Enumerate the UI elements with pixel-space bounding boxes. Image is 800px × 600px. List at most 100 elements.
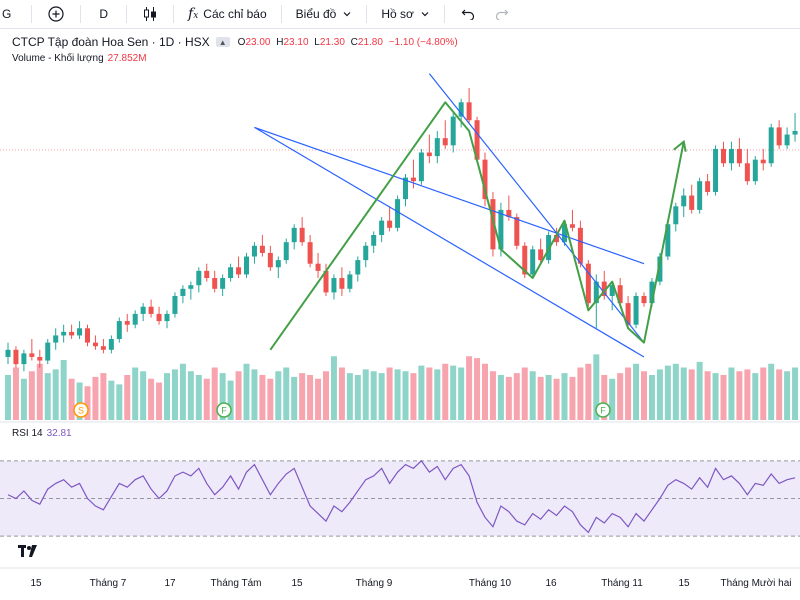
volume-bar xyxy=(338,367,345,420)
rsi-line xyxy=(7,459,796,534)
indicators-button[interactable]: fx Các chỉ báo xyxy=(180,0,275,28)
volume-bar xyxy=(84,386,91,420)
volume-bar xyxy=(641,371,647,420)
volume-bar xyxy=(585,363,592,420)
legend-collapse-button[interactable]: ▲ xyxy=(215,37,230,47)
x-axis-tick-label: Tháng Tám xyxy=(210,578,262,589)
candle-body xyxy=(124,321,130,325)
toolbar-divider xyxy=(366,5,368,23)
volume-bar xyxy=(124,375,131,420)
undo-button[interactable] xyxy=(451,0,485,28)
interval-button[interactable]: D xyxy=(87,0,120,28)
symbol-title: CTCP Tập đoàn Hoa Sen · 1D · HSX xyxy=(12,35,210,49)
x-axis-tick-label: 15 xyxy=(291,578,303,589)
event-marker-label: F xyxy=(221,406,227,416)
volume-bar xyxy=(537,376,544,420)
volume-bar xyxy=(259,375,266,420)
volume-bar xyxy=(203,378,210,420)
candle-body xyxy=(315,263,321,271)
x-axis-tick-label: 17 xyxy=(164,578,176,589)
low-key: L xyxy=(314,36,320,48)
volume-bar xyxy=(92,376,99,420)
candle-body xyxy=(53,335,59,343)
volume-bar xyxy=(402,371,409,420)
chevron-up-icon: ▲ xyxy=(218,37,227,47)
layout-label: Biểu đồ xyxy=(295,7,337,21)
volume-value: 27.852M xyxy=(107,53,147,64)
candle-body xyxy=(275,260,281,268)
fx-icon: fx xyxy=(188,6,199,22)
candle-body xyxy=(434,138,440,157)
candle-body xyxy=(514,217,520,246)
candle-body xyxy=(530,249,536,275)
volume-bar xyxy=(561,373,568,420)
candle-body xyxy=(721,148,726,164)
volume-bar xyxy=(275,371,282,420)
volume-bar xyxy=(720,375,727,420)
volume-bar xyxy=(505,376,512,420)
candle-body xyxy=(259,245,265,253)
profile-menu-button[interactable]: Hồ sơ xyxy=(373,0,438,28)
event-marker-label: F xyxy=(600,406,606,416)
close-value: 21.80 xyxy=(357,36,383,48)
candle-body xyxy=(506,209,512,218)
candles-icon xyxy=(144,7,157,21)
redo-button[interactable] xyxy=(485,0,519,28)
toolbar-divider xyxy=(80,5,82,23)
add-symbol-button[interactable] xyxy=(38,0,74,28)
volume-bar xyxy=(545,375,552,420)
volume-bar xyxy=(450,365,457,420)
volume-label: Volume - Khối lượng xyxy=(12,53,104,64)
volume-bar xyxy=(434,369,441,420)
close-key: C xyxy=(350,36,358,48)
candle-body xyxy=(37,356,43,361)
volume-bar xyxy=(68,378,75,420)
volume-bar xyxy=(680,367,687,420)
candle-body xyxy=(593,281,599,304)
candle-body xyxy=(768,127,774,164)
candle-body xyxy=(410,177,416,182)
volume-bar xyxy=(354,375,361,420)
volume-bar xyxy=(656,369,663,420)
volume-bar xyxy=(187,371,194,420)
chart-type-button[interactable] xyxy=(133,0,167,28)
volume-bar xyxy=(752,373,759,420)
indicators-label: Các chỉ báo xyxy=(203,7,267,21)
volume-bar xyxy=(394,369,401,420)
candle-body xyxy=(283,242,289,261)
volume-bar xyxy=(633,363,640,420)
volume-bar xyxy=(704,371,711,420)
candle-body xyxy=(705,181,711,192)
candle-body xyxy=(562,224,567,243)
tradingview-logo[interactable] xyxy=(18,545,40,562)
candle-body xyxy=(204,270,210,279)
candle-body xyxy=(673,206,679,225)
volume-bar xyxy=(768,363,775,420)
volume-bar xyxy=(283,367,290,420)
rsi-legend: RSI 14 32.81 xyxy=(12,428,72,439)
symbol-text: G xyxy=(2,7,12,21)
volume-bar xyxy=(601,375,608,420)
volume-bar xyxy=(156,382,163,420)
symbol-legend: CTCP Tập đoàn Hoa Sen · 1D · HSX ▲ O23.0… xyxy=(12,35,461,49)
profile-label: Hồ sơ xyxy=(381,7,414,21)
layout-menu-button[interactable]: Biểu đồ xyxy=(288,0,361,28)
candle-body xyxy=(363,245,369,261)
trendline-upper xyxy=(254,126,645,265)
volume-bar xyxy=(474,358,481,420)
candle-body xyxy=(538,249,544,261)
volume-bar xyxy=(346,373,353,420)
symbol-fragment[interactable]: G xyxy=(0,0,25,28)
volume-bar xyxy=(140,371,147,420)
volume-bar xyxy=(330,356,337,420)
volume-bar xyxy=(553,378,560,420)
volume-bar xyxy=(307,375,314,420)
candle-body xyxy=(251,245,257,257)
candle-body xyxy=(697,181,703,210)
candle-body xyxy=(681,195,687,207)
candle-body xyxy=(752,159,758,182)
candle-body xyxy=(577,227,583,264)
volume-bar xyxy=(76,382,83,420)
volume-bar xyxy=(12,367,19,420)
